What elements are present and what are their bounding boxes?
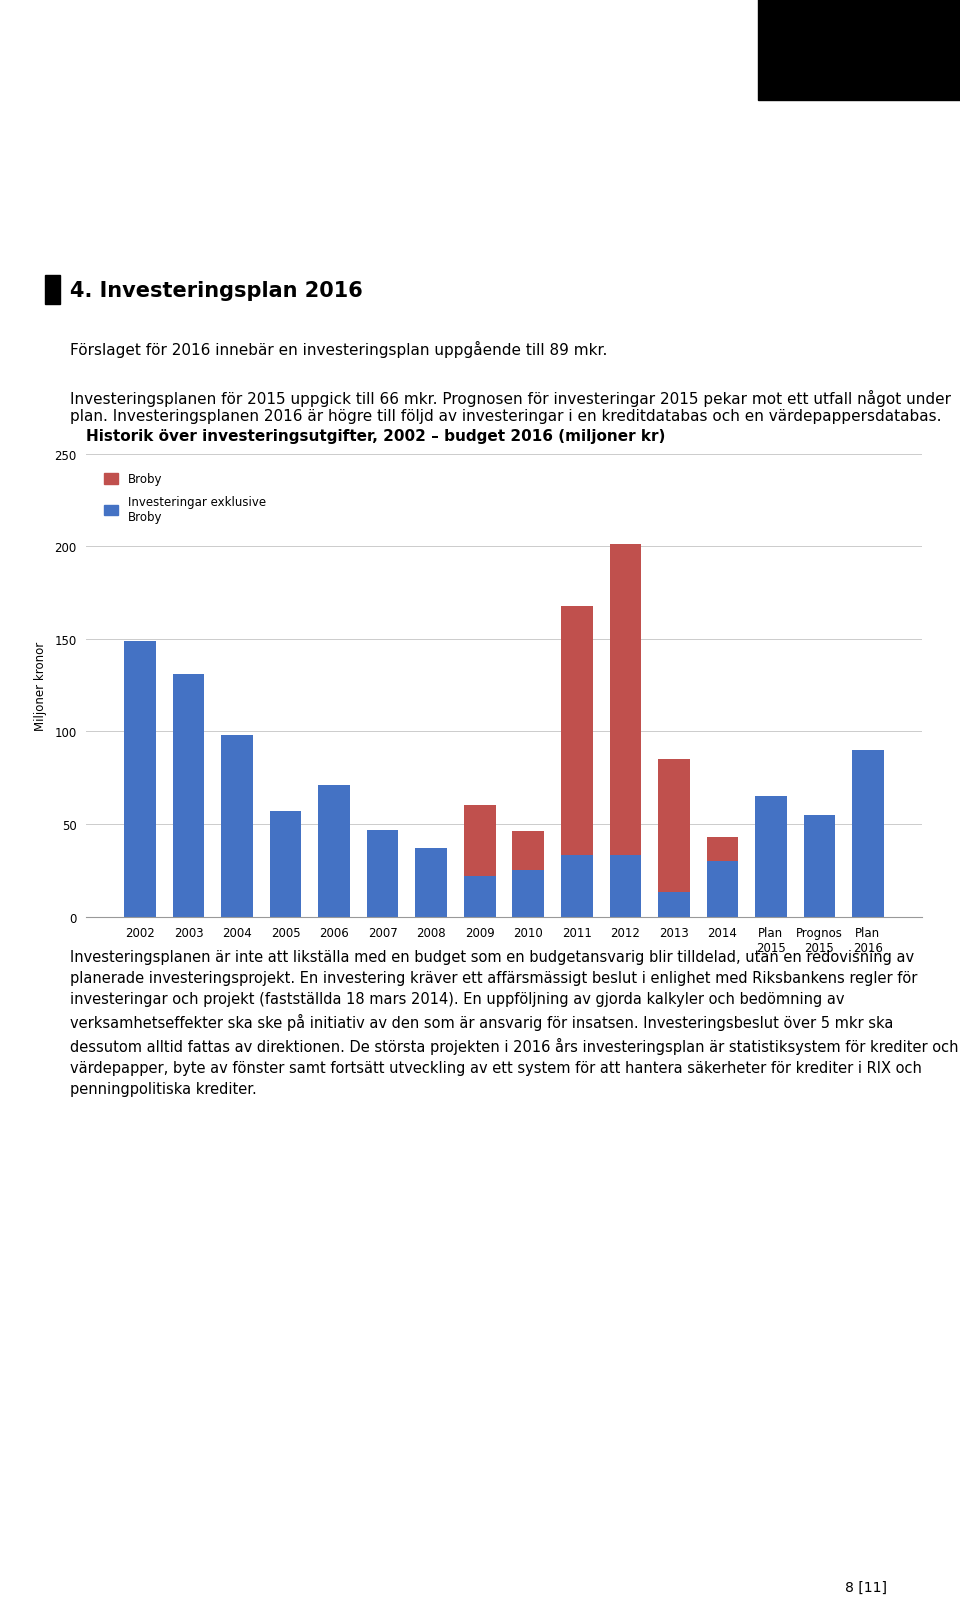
Bar bbox=[610, 855, 641, 917]
Text: Historik över investeringsutgifter, 2002 – budget 2016 (miljoner kr): Historik över investeringsutgifter, 2002… bbox=[86, 428, 666, 443]
Bar bbox=[513, 833, 544, 870]
Text: Investeringsplanen för 2015 uppgick till 66 mkr. Prognosen för investeringar 201: Investeringsplanen för 2015 uppgick till… bbox=[70, 390, 951, 424]
Y-axis label: Miljoner kronor: Miljoner kronor bbox=[35, 641, 47, 730]
Bar bbox=[367, 829, 398, 917]
Legend: Broby, Investeringar exklusive
Broby: Broby, Investeringar exklusive Broby bbox=[101, 469, 270, 527]
Bar bbox=[270, 812, 301, 917]
Bar bbox=[756, 797, 786, 917]
Bar bbox=[610, 545, 641, 855]
Text: 8 [11]: 8 [11] bbox=[845, 1579, 887, 1594]
Bar bbox=[561, 855, 592, 917]
Bar bbox=[222, 735, 252, 917]
Bar bbox=[658, 760, 689, 893]
Bar bbox=[707, 837, 738, 862]
Bar bbox=[464, 876, 495, 917]
Bar bbox=[416, 849, 447, 917]
Bar bbox=[464, 807, 495, 876]
Bar bbox=[658, 893, 689, 917]
Bar bbox=[125, 641, 156, 917]
Bar bbox=[707, 862, 738, 917]
Bar bbox=[513, 870, 544, 917]
Bar bbox=[319, 786, 350, 917]
Bar bbox=[804, 815, 835, 917]
Text: 4. Investeringsplan 2016: 4. Investeringsplan 2016 bbox=[70, 281, 363, 300]
Text: Investeringsplanen är inte att likställa med en budget som en budgetansvarig bli: Investeringsplanen är inte att likställa… bbox=[70, 949, 959, 1097]
Bar bbox=[852, 750, 883, 917]
Bar bbox=[173, 675, 204, 917]
Text: Förslaget för 2016 innebär en investeringsplan uppgående till 89 mkr.: Förslaget för 2016 innebär en investerin… bbox=[70, 341, 608, 357]
Bar bbox=[561, 605, 592, 855]
